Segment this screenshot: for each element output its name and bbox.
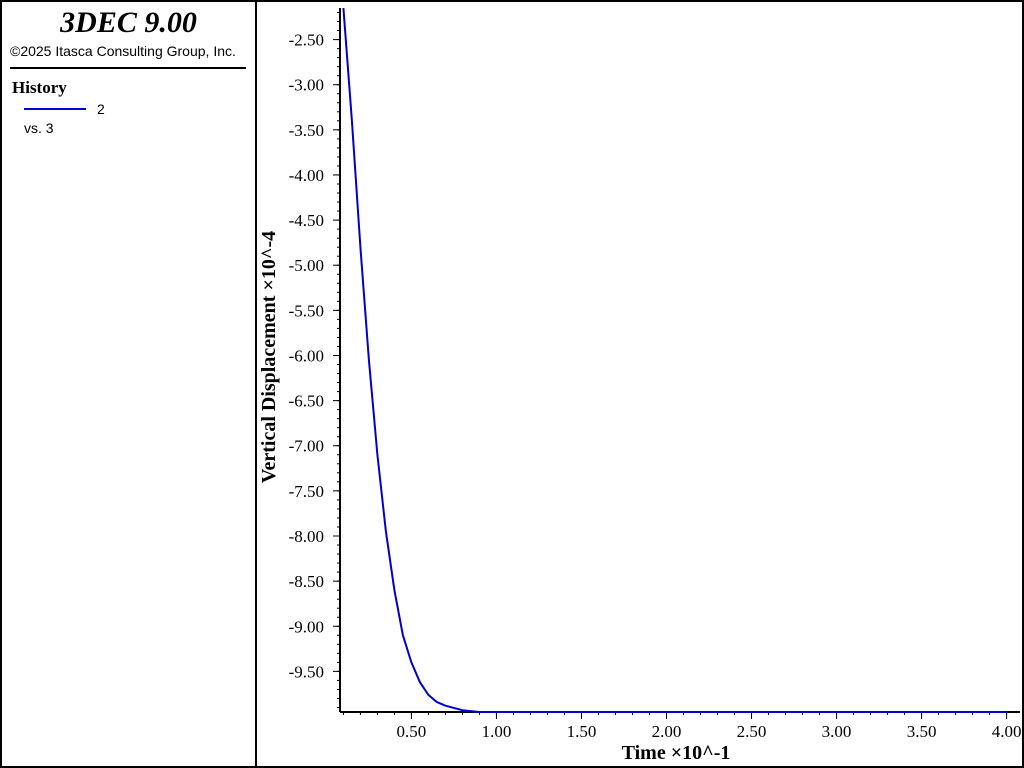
x-tick-label: 2.50 (737, 722, 767, 741)
legend-series-label: 2 (97, 101, 105, 117)
x-tick-label: 4.00 (992, 722, 1022, 741)
legend-vs-label: vs. 3 (24, 120, 54, 136)
y-tick-label: -6.50 (289, 392, 324, 411)
y-tick-label: -5.50 (289, 301, 324, 320)
x-tick-label: 1.50 (567, 722, 597, 741)
y-tick-label: -7.00 (289, 437, 324, 456)
x-tick-label: 2.00 (652, 722, 682, 741)
y-tick-label: -8.50 (289, 572, 324, 591)
legend-panel: 3DEC 9.00 ©2025 Itasca Consulting Group,… (2, 2, 257, 766)
x-tick-label: 3.50 (907, 722, 937, 741)
y-tick-label: -3.50 (289, 121, 324, 140)
y-tick-label: -6.00 (289, 346, 324, 365)
x-tick-label: 0.50 (397, 722, 427, 741)
y-tick-label: -3.00 (289, 76, 324, 95)
y-tick-label: -9.00 (289, 617, 324, 636)
y-tick-label: -4.50 (289, 211, 324, 230)
copyright-text: ©2025 Itasca Consulting Group, Inc. (10, 43, 236, 59)
y-tick-label: -5.00 (289, 256, 324, 275)
y-tick-label: -8.00 (289, 527, 324, 546)
y-tick-label: -7.50 (289, 482, 324, 501)
app-title: 3DEC 9.00 (60, 6, 197, 39)
x-tick-label: 1.00 (482, 722, 512, 741)
x-axis-title: Time ×10^-1 (622, 742, 731, 764)
y-tick-label: -4.00 (289, 166, 324, 185)
series-line-2 (342, 7, 1007, 713)
title-divider (10, 67, 246, 69)
y-tick-label: -2.50 (289, 31, 324, 50)
legend-heading: History (12, 78, 67, 97)
y-tick-label: -9.50 (289, 662, 324, 681)
x-tick-label: 3.00 (822, 722, 852, 741)
legend-line-swatch (24, 108, 86, 110)
y-axis-title: Vertical Displacement ×10^-4 (258, 231, 280, 483)
